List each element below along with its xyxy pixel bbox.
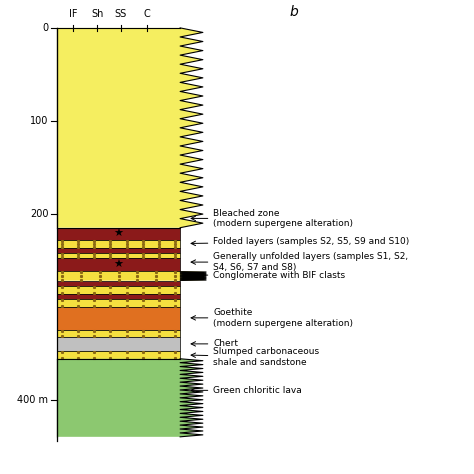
Text: Generally unfolded layers (samples S1, S2,
S4, S6, S7 and S8): Generally unfolded layers (samples S1, S… <box>191 252 409 272</box>
Bar <box>57 351 180 359</box>
Text: 200: 200 <box>30 209 48 219</box>
Text: IF: IF <box>69 9 78 18</box>
Text: ★: ★ <box>113 260 124 270</box>
Polygon shape <box>57 28 203 228</box>
Bar <box>57 248 180 253</box>
Text: 0: 0 <box>42 23 48 33</box>
Bar <box>57 281 180 286</box>
Text: Folded layers (samples S2, S5, S9 and S10): Folded layers (samples S2, S5, S9 and S1… <box>191 237 410 246</box>
Text: Chert: Chert <box>191 339 238 348</box>
Bar <box>57 299 180 307</box>
Text: Goethite
(modern supergene alteration): Goethite (modern supergene alteration) <box>191 308 353 328</box>
Polygon shape <box>57 359 203 437</box>
Bar <box>57 240 180 248</box>
Bar <box>57 253 180 258</box>
Bar <box>57 330 180 337</box>
Text: b: b <box>290 5 298 18</box>
Bar <box>57 307 180 330</box>
Bar <box>57 258 180 272</box>
Polygon shape <box>57 272 206 281</box>
Bar <box>57 286 180 294</box>
Bar <box>57 228 180 240</box>
Text: SS: SS <box>115 9 127 18</box>
Text: 100: 100 <box>30 116 48 126</box>
Bar <box>57 337 180 351</box>
Text: 400 m: 400 m <box>18 395 48 405</box>
Text: Slumped carbonaceous
shale and sandstone: Slumped carbonaceous shale and sandstone <box>191 347 319 366</box>
Text: Green chloritic lava: Green chloritic lava <box>191 386 302 395</box>
Text: Sh: Sh <box>91 9 103 18</box>
Text: C: C <box>144 9 150 18</box>
Bar <box>57 294 180 299</box>
Text: ★: ★ <box>113 229 124 239</box>
Text: Bleached zone
(modern supergene alteration): Bleached zone (modern supergene alterati… <box>191 209 353 228</box>
Text: Conglomerate with BIF clasts: Conglomerate with BIF clasts <box>191 271 346 280</box>
